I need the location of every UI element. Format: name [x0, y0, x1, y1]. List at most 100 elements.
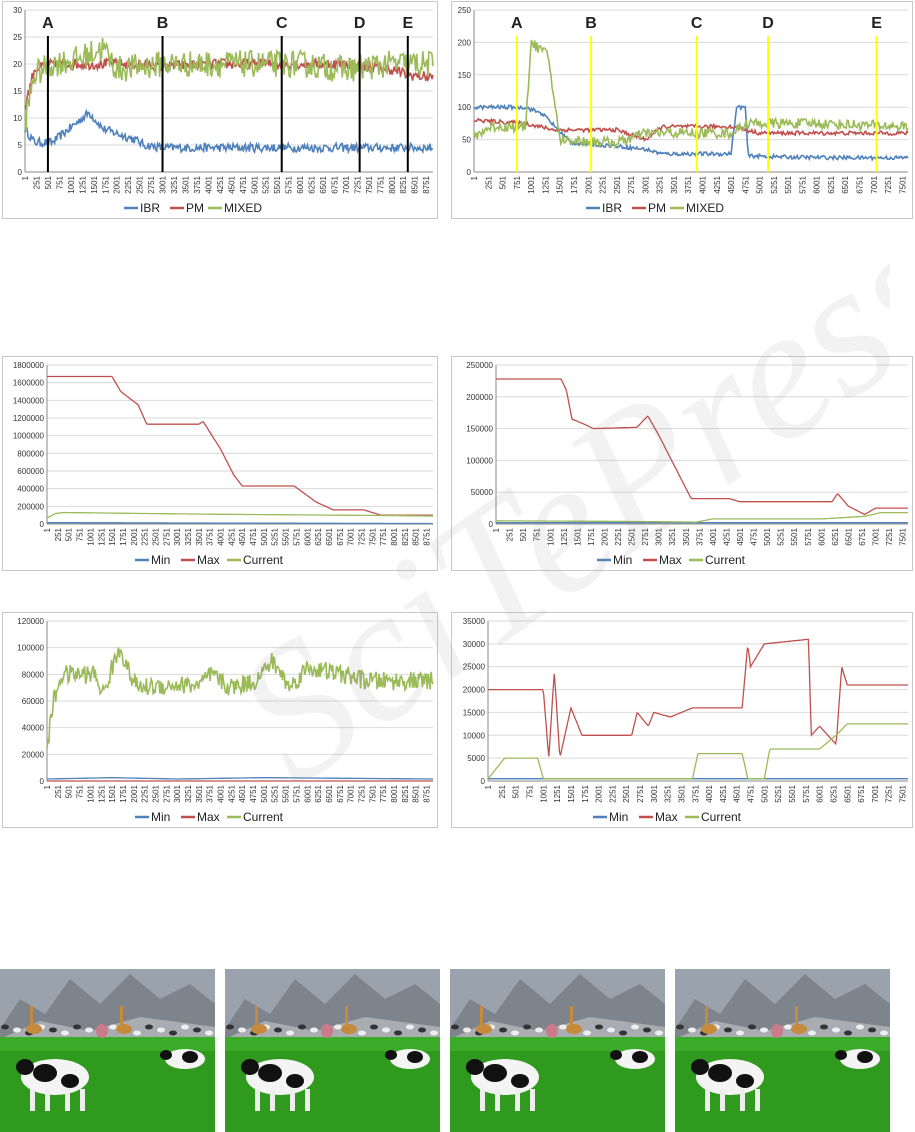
distant-animal	[1, 1024, 9, 1030]
grass-horizon	[0, 1037, 215, 1051]
x-tick-label: 2251	[141, 527, 150, 545]
x-tick-label: 5501	[784, 175, 793, 193]
x-tick-label: 7501	[898, 175, 907, 193]
x-tick-label: 6501	[844, 527, 853, 545]
distant-animal	[61, 1030, 69, 1036]
x-tick-label: 4501	[736, 527, 745, 545]
x-tick-label: 1751	[570, 175, 579, 193]
y-tick-label: 80000	[22, 670, 45, 679]
cow-head	[385, 1050, 397, 1060]
distant-animal	[523, 1024, 531, 1030]
cow-spot	[511, 1074, 529, 1088]
x-tick-label: 2501	[613, 175, 622, 193]
distant-animal	[511, 1030, 519, 1036]
y-tick-label: 0	[489, 520, 494, 529]
distant-animal	[808, 1030, 816, 1036]
y-tick-label: 1200000	[13, 414, 45, 423]
x-tick-label: 5751	[285, 175, 294, 193]
x-tick-label: 5751	[798, 175, 807, 193]
x-tick-label: 1751	[581, 784, 590, 802]
scene-screenshot-3	[450, 969, 665, 1132]
x-tick-label: 6501	[325, 784, 334, 802]
y-tick-label: 1800000	[13, 361, 45, 370]
ostrich	[96, 1024, 108, 1038]
chart-ibr-pm-mixed-right: 0 50 100 150 200 250 1 251 501 751 1001 1251 1501 175…	[451, 1, 913, 219]
distant-animal	[286, 1030, 294, 1036]
x-tick-label: 251	[484, 175, 493, 189]
x-tick-label: 7751	[379, 527, 388, 545]
x-tick-label: 6251	[831, 527, 840, 545]
distant-animal	[499, 1027, 507, 1033]
y-tick-label: 50000	[471, 488, 494, 497]
distant-animal	[451, 1024, 459, 1030]
cow-head	[160, 1050, 172, 1060]
cow-leg	[65, 1089, 70, 1111]
y-tick-label: 20000	[22, 750, 45, 759]
x-tick-label: 3751	[691, 784, 700, 802]
cow-spot	[258, 1064, 282, 1082]
y-tick-label: 100000	[466, 456, 493, 465]
distant-animal	[109, 1024, 117, 1030]
x-tick-label: 751	[76, 784, 85, 798]
x-tick-label: 1501	[573, 527, 582, 545]
x-tick-label: 5501	[282, 527, 291, 545]
cow-spot	[632, 1051, 648, 1063]
x-tick-label: 1001	[539, 784, 548, 802]
giraffe	[570, 1006, 573, 1028]
x-tick-label: 501	[499, 175, 508, 189]
x-tick-label: 1751	[587, 527, 596, 545]
distant-animal	[406, 1024, 414, 1030]
giraffe	[705, 1006, 708, 1028]
x-tick-label: 6751	[858, 527, 867, 545]
x-tick-label: 2251	[614, 527, 623, 545]
distant-animal	[205, 1030, 213, 1036]
distant-animal	[73, 1024, 81, 1030]
giraffe-body	[701, 1024, 717, 1034]
x-tick-label: 2751	[641, 527, 650, 545]
x-tick-label: 1501	[567, 784, 576, 802]
x-tick-label: 4751	[239, 175, 248, 193]
x-tick-label: 3501	[682, 527, 691, 545]
scene-image	[675, 969, 890, 1132]
x-tick-label: 6251	[827, 175, 836, 193]
giraffe	[120, 1006, 123, 1028]
cow-leg	[515, 1089, 520, 1111]
y-tick-label: 25	[13, 33, 22, 42]
y-tick-label: 35000	[463, 617, 486, 626]
x-tick-label: 7501	[365, 175, 374, 193]
distant-animal	[169, 1030, 177, 1036]
x-tick-label: 501	[65, 527, 74, 541]
series-line-pm	[473, 117, 909, 143]
x-tick-label: 6001	[813, 175, 822, 193]
cow-spot	[407, 1051, 423, 1063]
x-tick-label: 7001	[872, 527, 881, 545]
cow-spot	[33, 1064, 57, 1082]
cow-leg	[720, 1089, 725, 1111]
giraffe-body	[566, 1024, 582, 1034]
distant-animal	[193, 1027, 201, 1033]
x-tick-label: 5251	[262, 175, 271, 193]
distant-animal	[688, 1027, 696, 1033]
x-tick-label: 1	[492, 527, 501, 532]
distant-animal	[310, 1027, 318, 1033]
x-tick-label: 2001	[595, 784, 604, 802]
x-tick-label: 6501	[319, 175, 328, 193]
x-tick-label: 3251	[184, 527, 193, 545]
y-tick-label: 50	[462, 136, 471, 145]
x-tick-label: 1501	[556, 175, 565, 193]
y-tick-label: 30	[13, 6, 22, 15]
phase-marker-label: D	[354, 15, 366, 32]
x-tick-label: 8751	[423, 784, 432, 802]
cow-head	[16, 1059, 34, 1075]
x-tick-label: 8001	[388, 175, 397, 193]
giraffe	[345, 1006, 348, 1028]
distant-animal	[49, 1027, 57, 1033]
y-tick-label: 600000	[17, 467, 44, 476]
distant-animal	[880, 1030, 888, 1036]
x-tick-label: 2501	[151, 527, 160, 545]
